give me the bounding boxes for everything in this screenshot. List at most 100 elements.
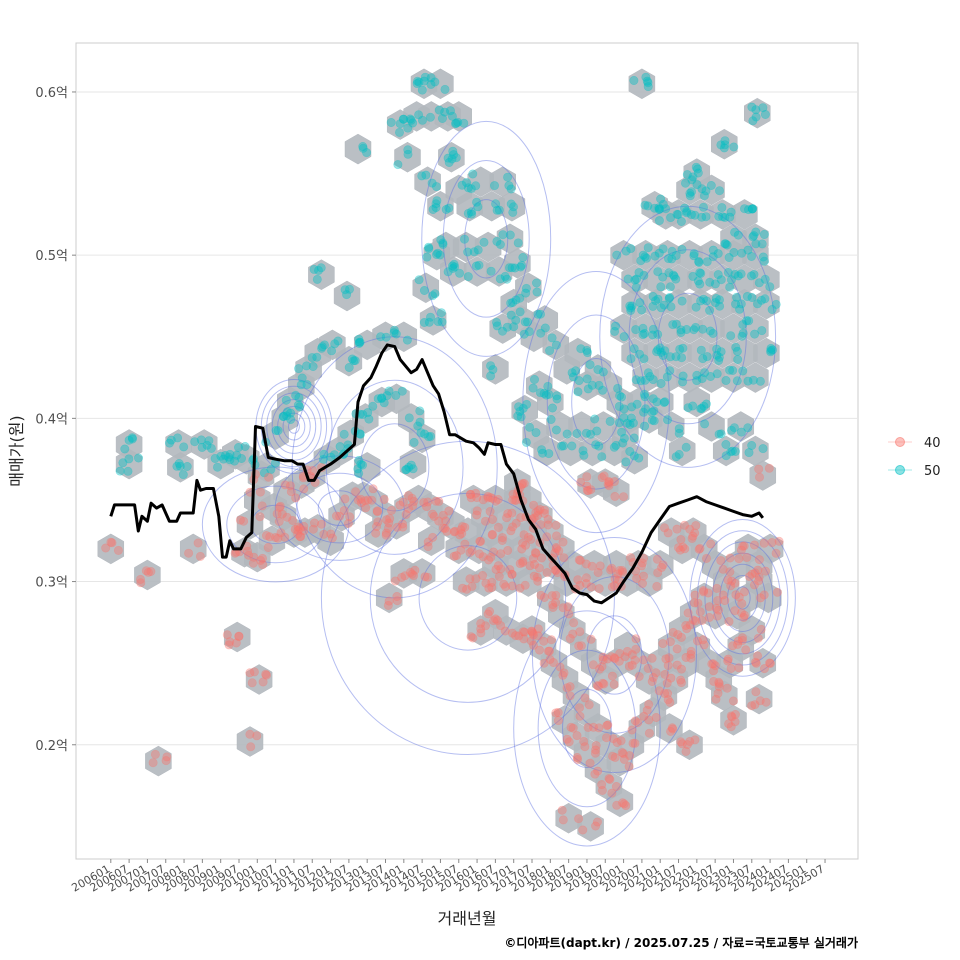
point-50 xyxy=(619,332,629,342)
point-40 xyxy=(558,670,568,680)
point-40 xyxy=(603,654,613,664)
point-50 xyxy=(537,445,547,455)
point-50 xyxy=(521,437,531,447)
point-40 xyxy=(634,671,644,681)
point-50 xyxy=(678,371,688,381)
point-40 xyxy=(665,697,675,707)
point-50 xyxy=(629,76,639,86)
point-40 xyxy=(483,493,493,503)
point-50 xyxy=(748,116,758,126)
point-40 xyxy=(478,552,488,562)
point-50 xyxy=(436,235,446,245)
point-50 xyxy=(750,329,760,339)
point-40 xyxy=(627,660,637,670)
point-40 xyxy=(505,565,515,575)
point-50 xyxy=(450,119,460,129)
point-40 xyxy=(487,577,497,587)
point-40 xyxy=(136,574,146,584)
point-50 xyxy=(443,153,453,163)
point-50 xyxy=(747,204,757,214)
point-40 xyxy=(731,590,741,600)
y-tick-label: 0.6억 xyxy=(35,86,68,101)
point-40 xyxy=(335,511,345,521)
point-50 xyxy=(172,461,182,471)
point-40 xyxy=(592,681,602,691)
point-50 xyxy=(743,376,753,386)
hexbin xyxy=(577,468,604,499)
point-40 xyxy=(564,609,574,619)
point-50 xyxy=(498,230,508,240)
point-40 xyxy=(725,553,735,563)
point-40 xyxy=(701,553,711,563)
point-40 xyxy=(552,568,562,578)
point-40 xyxy=(591,741,601,751)
point-50 xyxy=(514,402,524,412)
density-contour xyxy=(711,552,774,644)
point-50 xyxy=(210,453,220,463)
point-40 xyxy=(551,590,561,600)
point-40 xyxy=(595,664,605,674)
point-40 xyxy=(483,491,493,501)
point-50 xyxy=(471,181,481,191)
point-40 xyxy=(345,512,355,522)
hexbin xyxy=(353,452,381,483)
point-40 xyxy=(270,532,280,542)
point-50 xyxy=(466,184,476,194)
point-50 xyxy=(234,442,244,452)
point-40 xyxy=(733,639,743,649)
point-50 xyxy=(688,271,698,281)
point-40 xyxy=(566,722,576,732)
density-contour xyxy=(291,336,498,599)
point-40 xyxy=(599,471,609,481)
point-50 xyxy=(278,411,288,421)
point-50 xyxy=(379,398,389,408)
density-contour xyxy=(571,358,622,447)
point-40 xyxy=(654,686,664,696)
density-contour xyxy=(418,545,518,651)
point-40 xyxy=(367,495,377,505)
point-50 xyxy=(627,402,637,412)
point-40 xyxy=(225,637,235,647)
point-50 xyxy=(417,171,427,181)
point-40 xyxy=(548,600,558,610)
point-40 xyxy=(583,486,593,496)
point-40 xyxy=(408,501,418,511)
point-40 xyxy=(660,669,670,679)
density-contour xyxy=(201,466,350,583)
point-50 xyxy=(676,217,686,227)
point-50 xyxy=(273,426,283,436)
point-40 xyxy=(730,606,740,616)
point-40 xyxy=(496,564,506,574)
point-40 xyxy=(698,585,708,595)
point-50 xyxy=(416,428,426,438)
point-40 xyxy=(434,516,444,526)
density-contour xyxy=(696,530,789,666)
point-50 xyxy=(551,340,561,350)
point-50 xyxy=(611,440,621,450)
point-50 xyxy=(286,408,296,418)
point-40 xyxy=(699,587,709,597)
point-50 xyxy=(428,205,438,215)
point-40 xyxy=(476,536,486,546)
point-40 xyxy=(603,479,613,489)
point-50 xyxy=(489,181,499,191)
hexbin-layer xyxy=(97,68,784,842)
point-40 xyxy=(465,574,475,584)
point-50 xyxy=(654,248,664,258)
point-40 xyxy=(673,630,683,640)
point-50 xyxy=(433,248,443,258)
legend-key-40 xyxy=(895,437,905,447)
point-40 xyxy=(610,654,620,664)
point-50 xyxy=(293,400,303,410)
hexbin xyxy=(749,647,777,679)
point-40 xyxy=(651,668,661,678)
point-50 xyxy=(681,442,691,452)
point-50 xyxy=(237,453,247,463)
point-40 xyxy=(319,529,329,539)
point-50 xyxy=(344,284,354,294)
point-50 xyxy=(466,207,476,217)
point-50 xyxy=(419,76,429,86)
point-50 xyxy=(402,335,412,345)
point-50 xyxy=(731,342,741,352)
point-40 xyxy=(744,572,754,582)
